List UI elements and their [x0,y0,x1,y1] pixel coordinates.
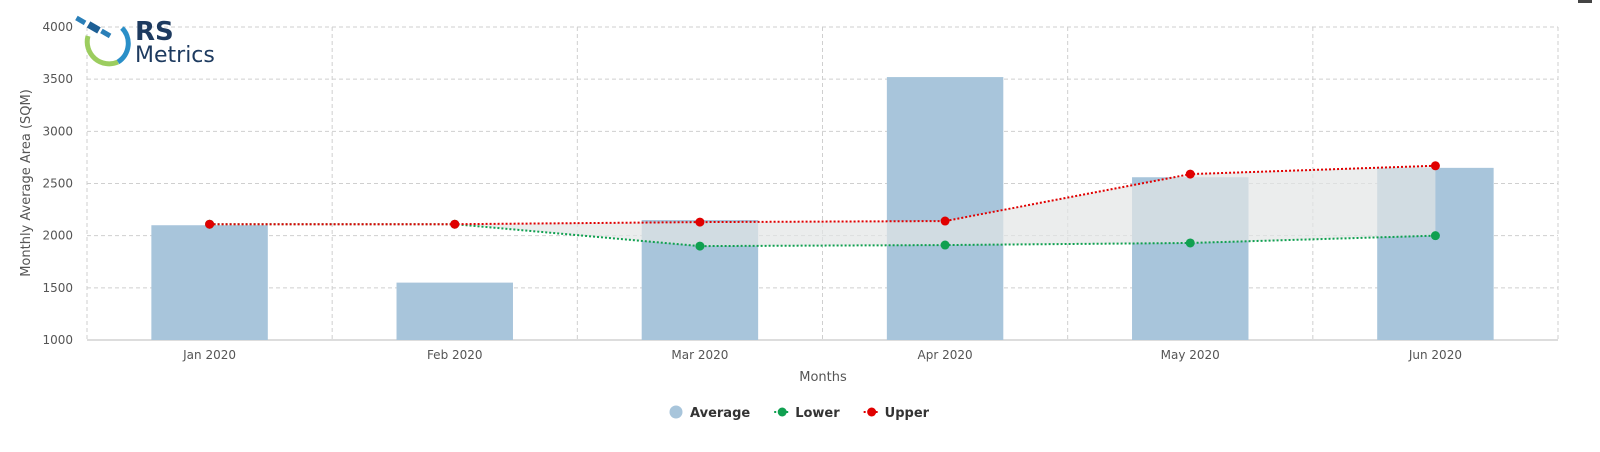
x-tick-label: Feb 2020 [427,348,483,362]
y-tick-label: 4000 [42,20,73,34]
point-upper [695,217,705,227]
point-upper [1185,169,1195,179]
point-upper [205,219,215,229]
y-tick-label: 2500 [42,177,73,191]
x-tick-label: Mar 2020 [671,348,728,362]
y-axis-title: Monthly Average Area (SQM) [19,89,34,277]
y-tick-label: 2000 [42,229,73,243]
x-tick-label: May 2020 [1161,348,1220,362]
bar-average [151,225,268,340]
legend-marker-lower [777,407,787,417]
point-lower [1430,231,1440,241]
point-lower [695,241,705,251]
logo-text-metrics: Metrics [135,43,215,68]
satellite-icon [75,15,131,67]
legend-marker-upper [867,407,877,417]
legend: Average Lower Upper [669,405,930,421]
bar-average [886,77,1004,340]
point-upper [450,219,460,229]
x-axis-title: Months [799,370,847,385]
x-tick-label: Apr 2020 [918,348,973,362]
legend-marker-average [669,405,683,419]
y-axis-ticks: 1000 1500 2000 2500 3000 3500 4000 [42,20,73,347]
point-lower [1185,238,1195,248]
line-series [205,161,1440,251]
x-tick-label: Jun 2020 [1408,348,1462,362]
bar-average [396,282,513,340]
y-tick-label: 1500 [42,281,73,295]
point-upper [1430,161,1440,171]
menu-icon[interactable] [1578,0,1592,3]
rs-metrics-logo: RS Metrics [75,15,215,68]
lower-upper-band [209,165,1436,247]
point-upper [940,216,950,226]
legend-label-average: Average [690,406,750,421]
legend-label-upper: Upper [885,406,930,421]
x-axis-ticks: Jan 2020 Feb 2020 Mar 2020 Apr 2020 May 2020… [182,348,1462,362]
y-tick-label: 3500 [42,72,73,86]
logo-text-rs: RS [135,17,174,47]
y-tick-label: 3000 [42,124,73,138]
legend-label-lower: Lower [795,406,840,421]
point-lower [940,240,950,250]
x-tick-label: Jan 2020 [182,348,236,362]
line-upper [209,164,1436,226]
y-tick-label: 1000 [42,333,73,347]
